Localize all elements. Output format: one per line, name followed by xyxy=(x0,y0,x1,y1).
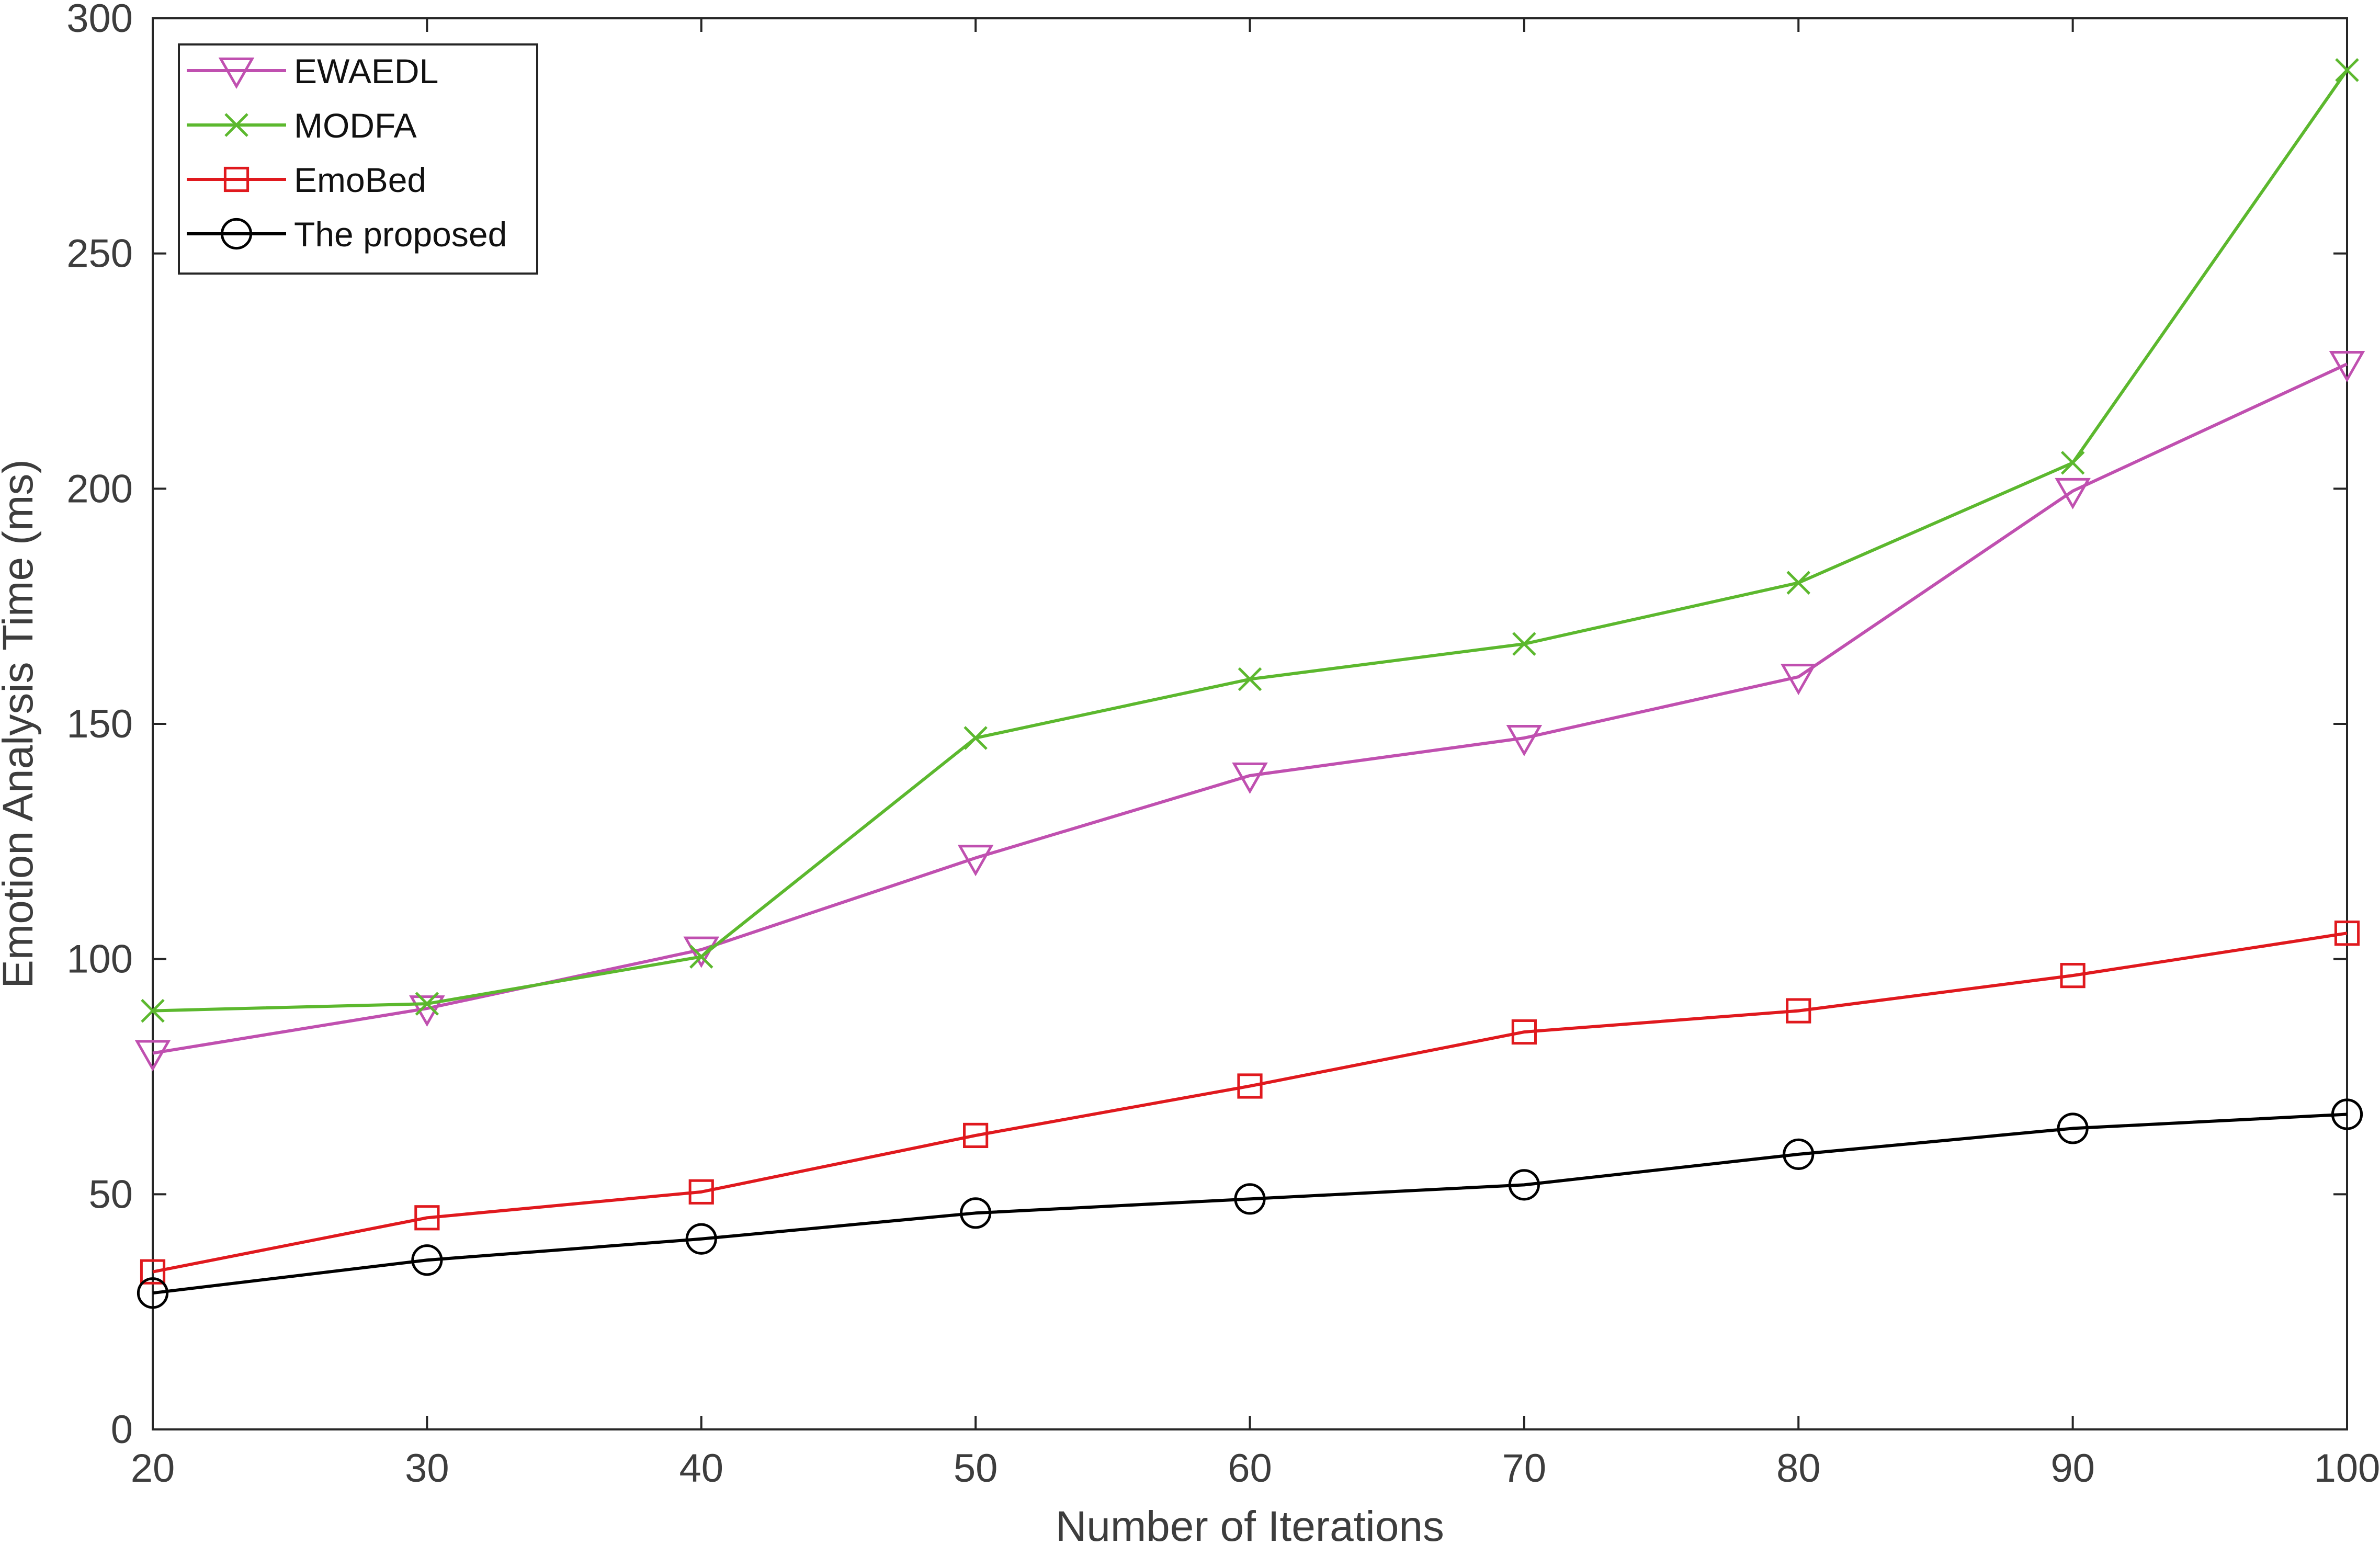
data-point-modfa xyxy=(415,992,439,1016)
data-point-the-proposed xyxy=(960,1197,992,1229)
y-tick-label: 250 xyxy=(66,232,133,276)
legend-label: EmoBed xyxy=(294,161,426,199)
data-point-emobed xyxy=(2060,963,2086,989)
x-tick-label: 70 xyxy=(1502,1446,1547,1491)
data-point-modfa xyxy=(141,998,165,1023)
y-tick-label: 150 xyxy=(66,702,133,746)
data-point-modfa xyxy=(2060,451,2085,475)
legend-marker xyxy=(224,113,248,137)
x-axis-title: Number of Iterations xyxy=(1056,1503,1444,1550)
data-point-ewaedl xyxy=(1506,724,1543,757)
data-point-ewaedl xyxy=(134,1040,171,1072)
data-point-emobed xyxy=(140,1259,166,1285)
data-point-the-proposed xyxy=(1508,1169,1540,1201)
legend-label: The proposed xyxy=(294,215,507,254)
series-emobed xyxy=(140,921,2360,1285)
data-point-the-proposed xyxy=(411,1244,443,1276)
data-point-emobed xyxy=(688,1179,714,1205)
data-point-the-proposed xyxy=(2057,1112,2089,1144)
data-point-modfa xyxy=(2335,58,2359,82)
x-tick-label: 20 xyxy=(131,1446,175,1491)
series-layer xyxy=(134,58,2365,1309)
data-point-modfa xyxy=(1238,667,1262,691)
data-point-the-proposed xyxy=(685,1223,717,1255)
data-point-modfa xyxy=(1512,632,1536,656)
legend-label: MODFA xyxy=(294,106,417,145)
series-the-proposed xyxy=(137,1098,2363,1309)
legend: EWAEDL MODFA EmoBed The proposed xyxy=(178,43,538,275)
legend-marker xyxy=(218,58,255,89)
legend-marker xyxy=(223,166,250,192)
x-tick-label: 80 xyxy=(1776,1446,1821,1491)
data-point-emobed xyxy=(1786,998,1811,1024)
data-point-emobed xyxy=(963,1122,989,1149)
x-tick-label: 90 xyxy=(2050,1446,2095,1491)
data-point-the-proposed xyxy=(2331,1098,2363,1130)
data-point-ewaedl xyxy=(2055,478,2091,509)
y-tick-label: 100 xyxy=(66,937,133,982)
x-tick-label: 50 xyxy=(954,1446,998,1491)
data-point-ewaedl xyxy=(1232,762,1268,794)
series-line-the-proposed xyxy=(152,1112,2348,1295)
y-tick-label: 300 xyxy=(66,0,133,41)
data-point-modfa xyxy=(1786,571,1811,595)
legend-item-modfa: MODFA xyxy=(187,106,417,145)
data-point-emobed xyxy=(414,1205,440,1231)
legend-marker xyxy=(220,218,253,250)
x-tick-label: 40 xyxy=(679,1446,723,1491)
legend-label: EWAEDL xyxy=(294,52,438,90)
data-point-modfa xyxy=(964,726,988,750)
data-point-ewaedl xyxy=(2329,351,2365,383)
y-tick-label: 0 xyxy=(111,1407,133,1452)
y-tick-label: 200 xyxy=(66,467,133,511)
data-point-modfa xyxy=(689,945,713,969)
data-point-emobed xyxy=(2334,921,2360,946)
x-tick-label: 100 xyxy=(2314,1446,2380,1491)
data-point-emobed xyxy=(1237,1073,1263,1099)
data-point-the-proposed xyxy=(1234,1183,1266,1215)
data-point-the-proposed xyxy=(137,1277,169,1309)
data-point-ewaedl xyxy=(1780,664,1817,696)
y-tick-label: 50 xyxy=(88,1172,133,1217)
y-axis-title: Emotion Analysis Time (ms) xyxy=(0,459,42,989)
data-point-emobed xyxy=(1511,1019,1537,1045)
series-line-emobed xyxy=(152,932,2348,1274)
data-point-ewaedl xyxy=(957,845,994,877)
axis-ticks: 20 30 40 50 60 70 80 90 100 0 50 100 150 200 250 300 xyxy=(66,0,2380,1491)
series-modfa xyxy=(141,58,2359,1023)
legend-item-ewaedl: EWAEDL xyxy=(187,52,438,90)
x-tick-label: 30 xyxy=(405,1446,449,1491)
x-tick-label: 60 xyxy=(1228,1446,1272,1491)
data-point-the-proposed xyxy=(1783,1138,1815,1170)
legend-item-the-proposed: The proposed xyxy=(187,215,507,254)
legend-item-emobed: EmoBed xyxy=(187,161,426,199)
